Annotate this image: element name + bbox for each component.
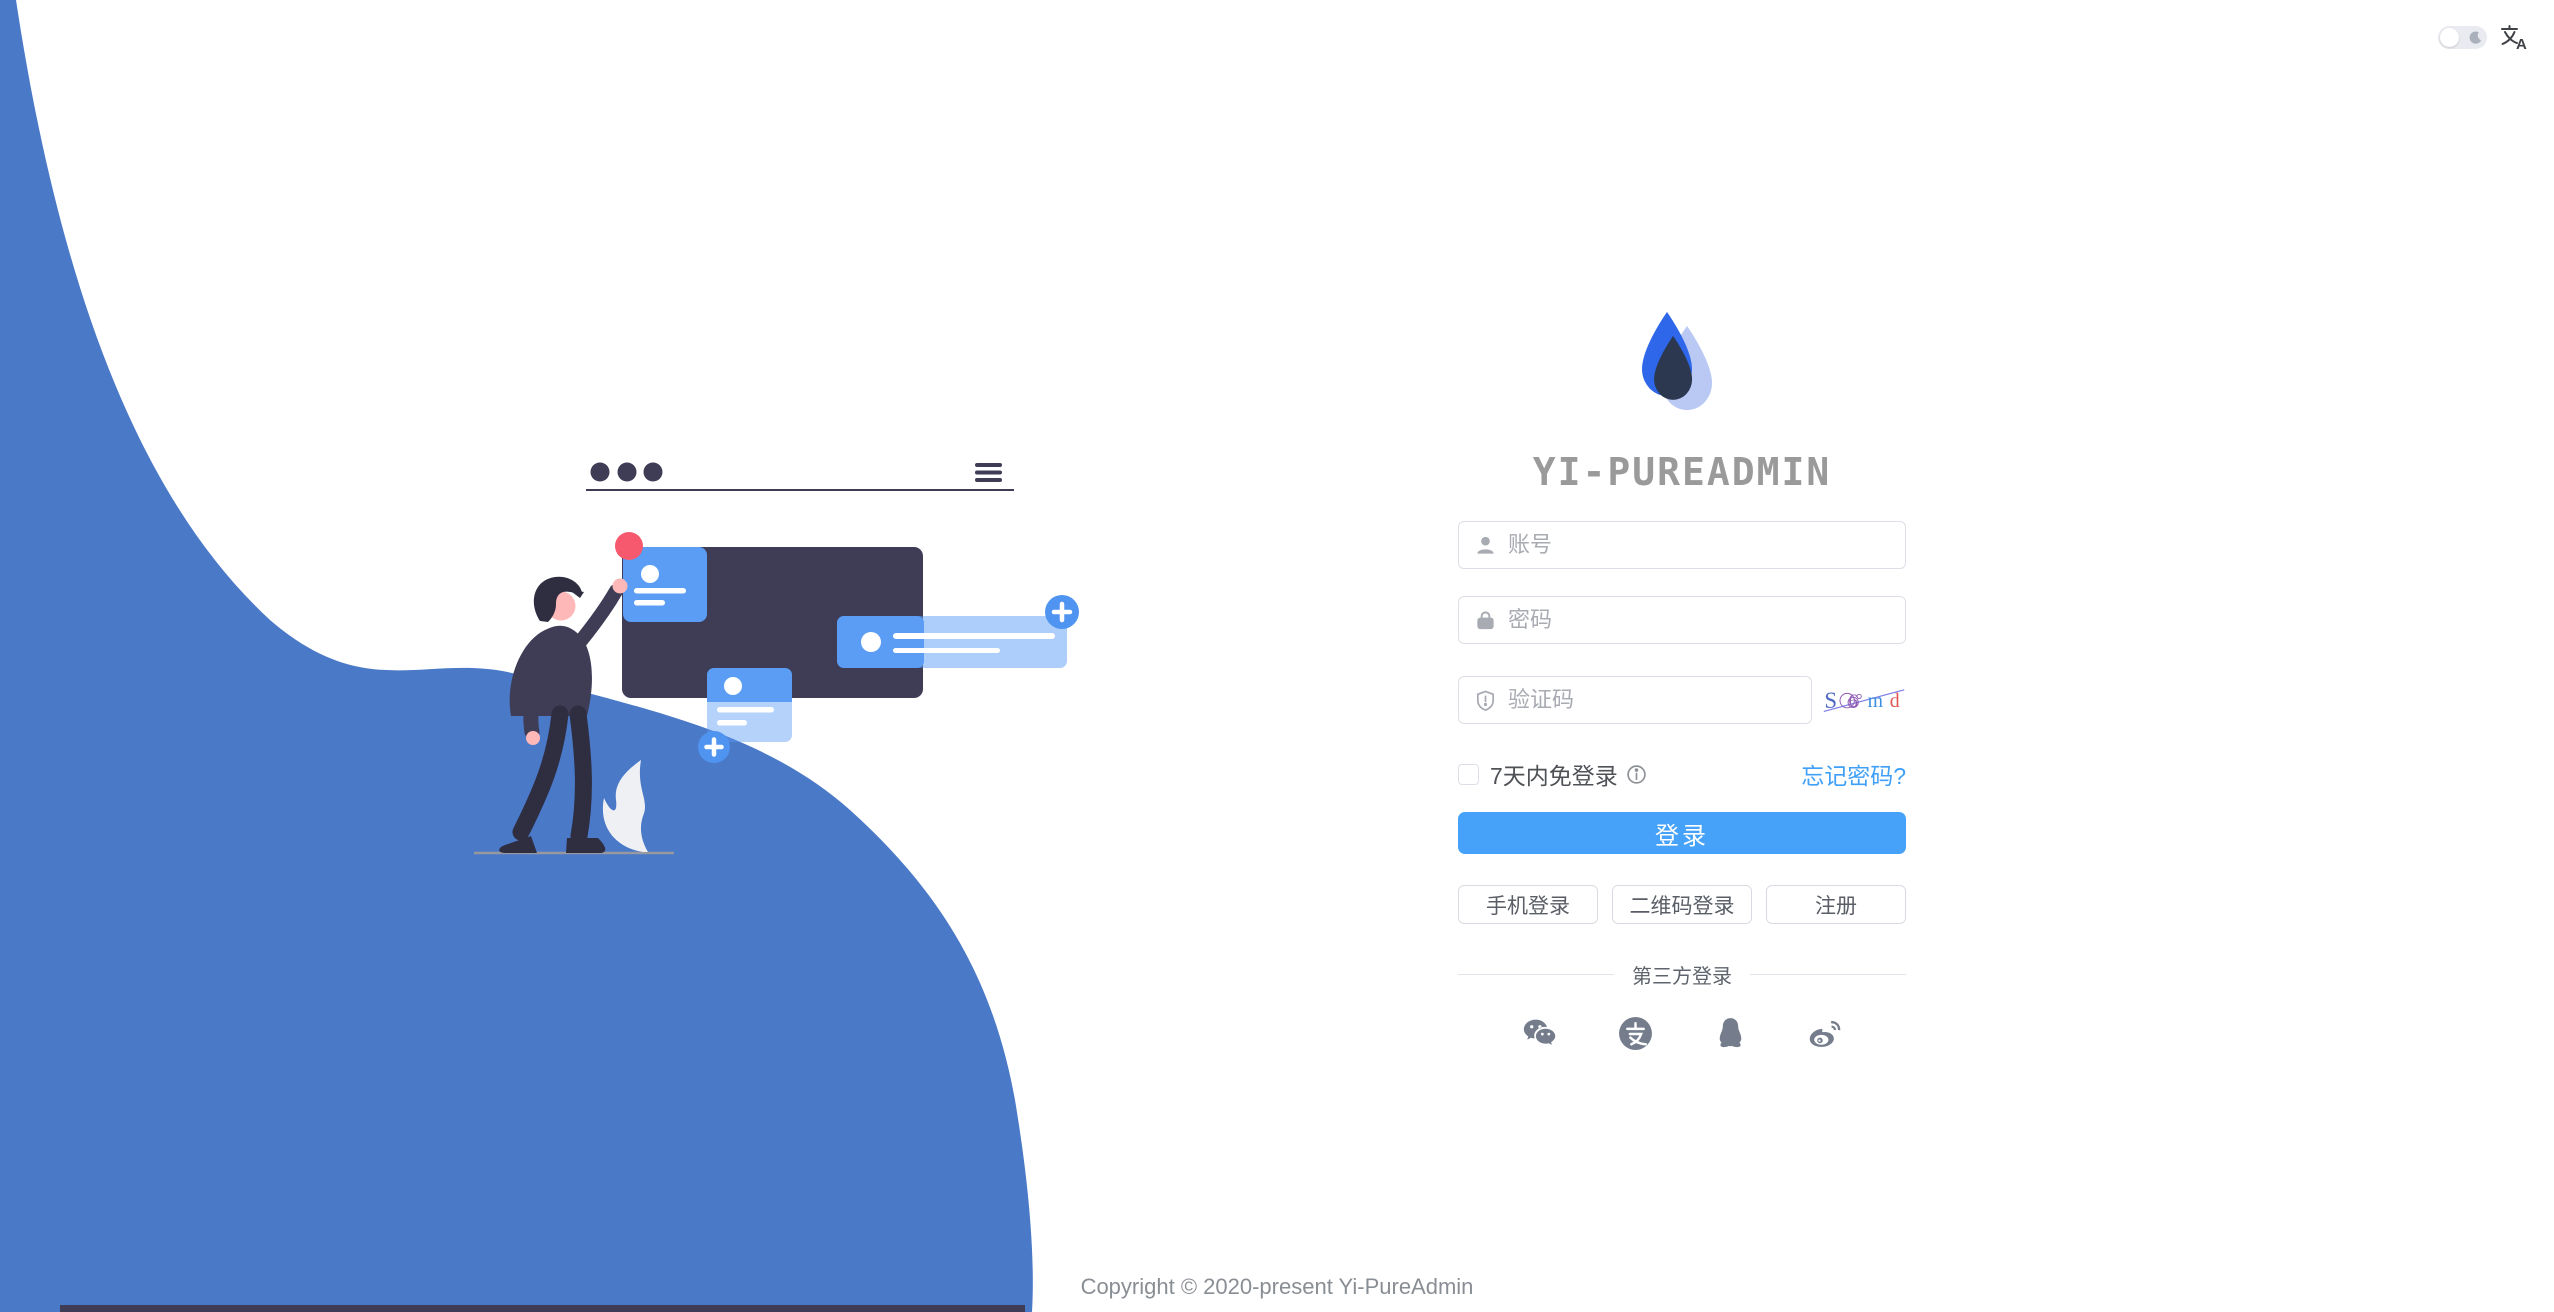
- dashboard-screen: [622, 547, 923, 698]
- svg-text:6: 6: [1848, 691, 1858, 712]
- forgot-password-link[interactable]: 忘记密码?: [1801, 763, 1906, 789]
- svg-text:d: d: [1890, 690, 1900, 712]
- svg-text:m: m: [1868, 690, 1884, 712]
- card-right: [837, 616, 1067, 668]
- plus-button-bottom: [698, 731, 730, 763]
- captcha-input[interactable]: [1508, 687, 1796, 713]
- brand-title: YI-PUREADMIN: [1532, 450, 1832, 494]
- lock-icon: [1477, 610, 1494, 629]
- leaf: [602, 760, 648, 852]
- password-input[interactable]: [1508, 607, 1890, 633]
- toggle-knob: [2440, 27, 2459, 47]
- person-illustration: [474, 576, 674, 855]
- remember-row: 7天内免登录 忘记密码?: [1458, 757, 1906, 791]
- hair-cap: [533, 576, 582, 622]
- copyright-text: Copyright © 2020-present Yi-PureAdmin: [1080, 1274, 1474, 1299]
- topbar-controls: A: [2438, 24, 2528, 50]
- shield-icon: [1476, 689, 1495, 711]
- alt-login-row: 手机登录 二维码登录 注册: [1458, 885, 1906, 924]
- svg-text:S: S: [1824, 688, 1837, 713]
- phone-login-button[interactable]: 手机登录: [1458, 885, 1598, 924]
- plus-button-right: [1045, 595, 1079, 629]
- third-party-login-row: [1458, 1015, 1906, 1052]
- qq-icon[interactable]: [1712, 1015, 1749, 1052]
- hamburger-icon: [975, 463, 1002, 482]
- info-icon[interactable]: [1626, 764, 1647, 785]
- dark-mode-toggle[interactable]: [2438, 25, 2487, 49]
- notification-dot: [615, 532, 643, 560]
- card-bottom: [707, 668, 792, 742]
- svg-text:A: A: [2516, 36, 2527, 50]
- wechat-icon[interactable]: [1522, 1015, 1559, 1052]
- captcha-row: S 6 m d: [1458, 644, 1906, 726]
- login-button[interactable]: 登录: [1458, 812, 1906, 854]
- water-drop-logo: [1642, 312, 1712, 410]
- third-party-divider: 第三方登录: [1458, 960, 1906, 989]
- username-input[interactable]: [1508, 532, 1890, 558]
- password-field[interactable]: [1458, 596, 1906, 644]
- qrcode-login-button[interactable]: 二维码登录: [1612, 885, 1752, 924]
- login-panel: YI-PUREADMIN S 6: [1458, 310, 1906, 1052]
- alipay-icon[interactable]: [1617, 1015, 1654, 1052]
- card-top-left: [623, 547, 707, 622]
- remember-checkbox[interactable]: [1458, 763, 1479, 785]
- captcha-image[interactable]: S 6 m d: [1822, 674, 1906, 726]
- username-field[interactable]: [1458, 521, 1906, 569]
- captcha-field[interactable]: [1458, 676, 1812, 724]
- translate-icon[interactable]: A: [2500, 24, 2528, 50]
- moon-icon: [2469, 30, 2482, 44]
- wave-shape: [0, 0, 1033, 1312]
- divider-label: 第三方登录: [1632, 966, 1732, 988]
- remember-label: 7天内免登录: [1490, 763, 1618, 789]
- register-button[interactable]: 注册: [1766, 885, 1906, 924]
- user-icon: [1477, 536, 1494, 554]
- weibo-icon[interactable]: [1807, 1015, 1844, 1052]
- dashboard-illustration: [586, 462, 1079, 763]
- bottom-dark-strip: [60, 1305, 1025, 1312]
